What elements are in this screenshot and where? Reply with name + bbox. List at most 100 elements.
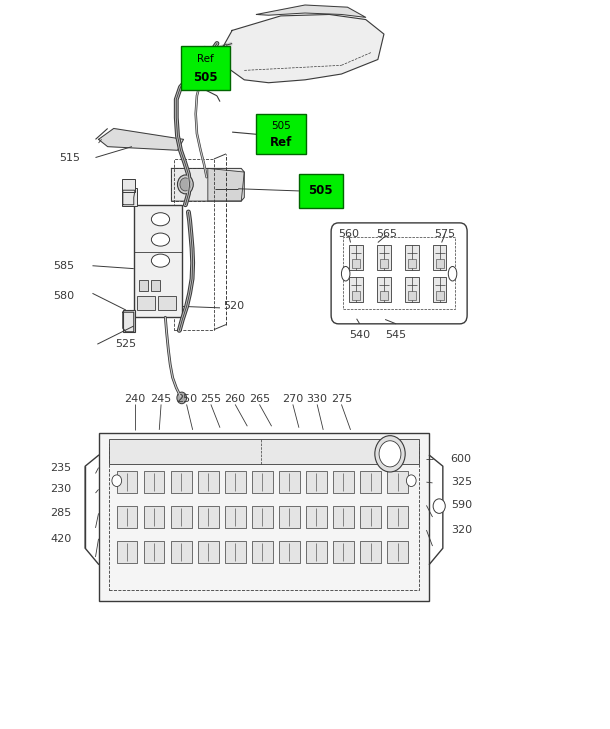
Text: 265: 265 [249,394,270,404]
Bar [360,541,381,563]
Bar [279,541,300,563]
Text: 560: 560 [338,229,359,239]
Bar [137,295,155,310]
Bar [436,291,444,300]
Bar [306,541,327,563]
Ellipse shape [342,267,350,281]
Circle shape [433,499,445,513]
Bar [138,280,148,291]
Bar [350,277,363,302]
Polygon shape [99,128,184,150]
Text: 250: 250 [176,394,197,404]
Bar [174,159,214,330]
Bar [109,445,418,590]
Bar [171,168,211,201]
Text: 260: 260 [224,394,246,404]
FancyBboxPatch shape [331,223,467,324]
Text: 325: 325 [451,477,472,487]
Circle shape [375,436,405,472]
Text: 565: 565 [376,229,397,239]
Text: 420: 420 [50,534,71,544]
Text: 245: 245 [151,394,171,404]
Bar [198,541,218,563]
Bar [352,291,361,300]
Bar [181,47,231,90]
Bar [252,541,273,563]
Bar [299,174,343,208]
Bar [407,260,416,268]
Polygon shape [220,15,384,82]
Bar [433,246,447,270]
Text: 230: 230 [50,484,71,494]
Circle shape [406,475,416,486]
Bar [352,260,361,268]
Bar [117,471,137,493]
Text: 285: 285 [50,508,71,518]
Text: 235: 235 [50,463,71,472]
Circle shape [177,392,187,404]
Bar [379,260,388,268]
Text: 520: 520 [223,301,244,311]
Text: 600: 600 [451,454,472,464]
Bar [306,471,327,493]
Text: 330: 330 [307,394,328,404]
Bar [252,471,273,493]
Bar [387,471,408,493]
Bar [360,506,381,528]
Text: 515: 515 [59,152,81,163]
Bar [379,291,388,300]
Polygon shape [171,168,244,201]
Bar [387,506,408,528]
Bar [198,471,218,493]
Text: 590: 590 [451,500,472,510]
Polygon shape [123,312,134,332]
Bar [225,541,246,563]
Bar [198,506,218,528]
Polygon shape [256,5,366,17]
Text: 505: 505 [309,184,333,198]
Bar [252,506,273,528]
Bar [121,179,135,192]
Bar [333,541,354,563]
Bar [433,277,447,302]
Bar [405,277,418,302]
Bar [377,246,390,270]
Bar [350,246,363,270]
Bar [171,506,192,528]
Ellipse shape [151,213,170,226]
Bar [407,291,416,300]
Ellipse shape [151,233,170,246]
Bar [117,506,137,528]
Bar [333,506,354,528]
Circle shape [180,178,191,191]
Text: 540: 540 [349,330,370,340]
Bar [109,439,418,464]
Text: 240: 240 [124,394,146,404]
Bar [387,541,408,563]
Bar [405,246,418,270]
Bar [117,541,137,563]
Bar [256,114,306,154]
Ellipse shape [448,267,457,281]
Bar [306,506,327,528]
Text: 270: 270 [282,394,304,404]
Bar [123,310,135,332]
Bar [377,277,390,302]
Text: 320: 320 [451,525,472,535]
Bar [225,506,246,528]
Bar [144,541,165,563]
Circle shape [200,47,210,58]
Bar [144,471,165,493]
Text: Ref: Ref [197,55,213,64]
Circle shape [178,175,193,194]
Ellipse shape [151,254,170,268]
Bar [436,260,444,268]
Bar [279,471,300,493]
Text: 505: 505 [193,71,218,85]
Circle shape [379,441,401,467]
Text: 275: 275 [331,394,352,404]
Text: 580: 580 [53,291,74,300]
Text: Ref: Ref [270,136,293,149]
Bar [158,295,176,310]
Text: 255: 255 [200,394,221,404]
